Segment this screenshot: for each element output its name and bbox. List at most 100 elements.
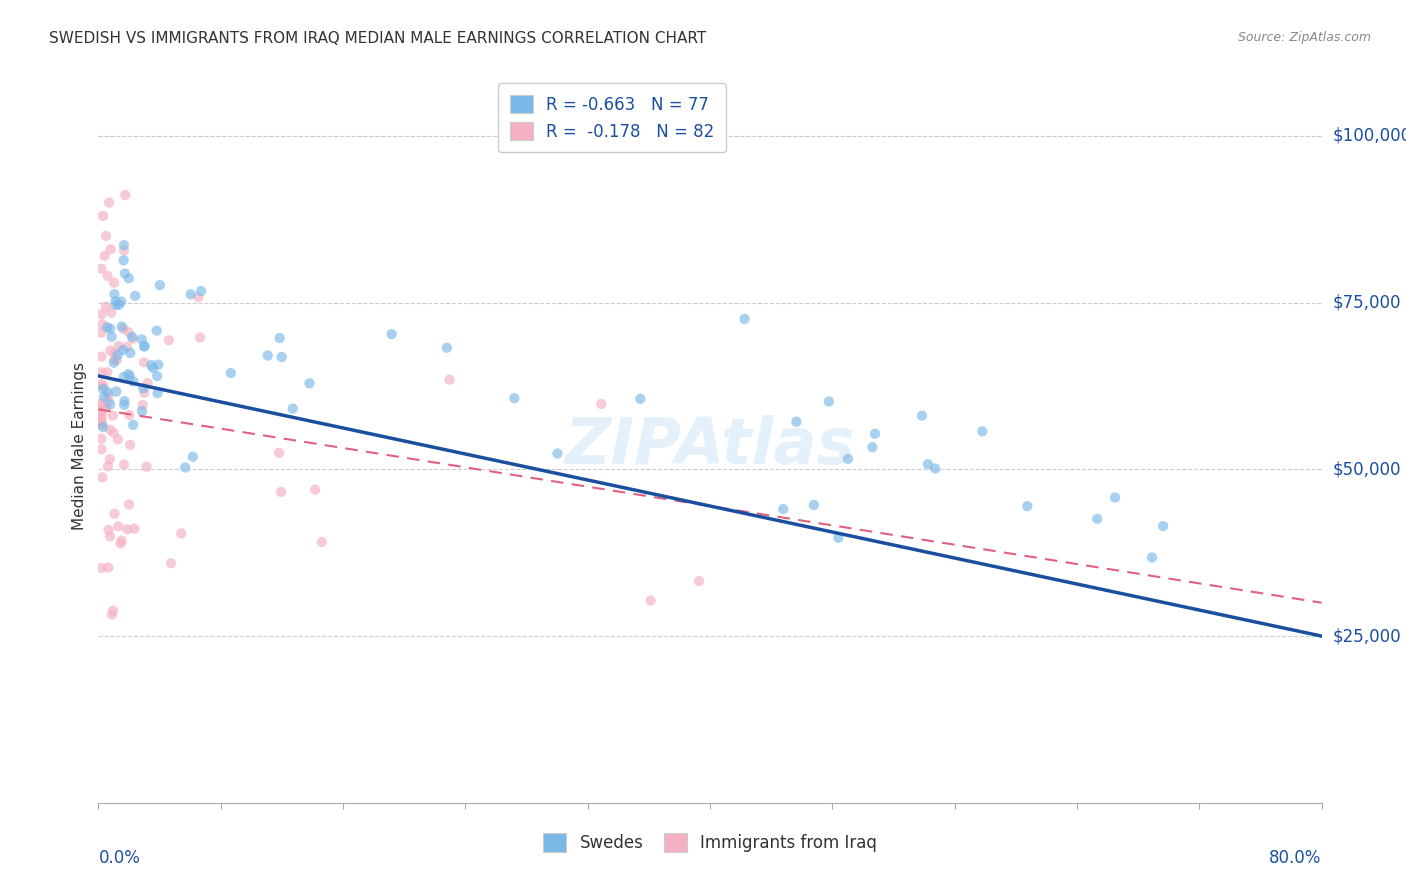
Point (98, 397, 121, 411)
Point (148, 358, 170, 372)
Point (1104, 491, 1126, 505)
Point (149, 278, 172, 293)
Point (141, 358, 163, 372)
Point (1085, 512, 1108, 526)
Point (115, 340, 138, 354)
Point (135, 459, 157, 474)
Point (174, 460, 197, 475)
Point (97, 388, 120, 402)
Point (160, 556, 183, 570)
Point (91, 209, 114, 223)
Point (863, 426, 886, 441)
Point (132, 355, 155, 369)
Point (298, 376, 321, 391)
Point (837, 451, 859, 466)
Point (91, 416, 114, 430)
Point (256, 349, 278, 363)
Point (98, 195, 121, 210)
Point (110, 536, 132, 550)
Point (146, 369, 169, 384)
Point (90, 350, 112, 364)
Point (97, 459, 120, 474)
Point (94, 228, 117, 243)
Point (132, 381, 155, 395)
Point (118, 271, 141, 285)
Point (103, 276, 125, 290)
Point (269, 331, 291, 345)
Point (122, 417, 145, 432)
Point (93, 249, 115, 263)
Text: 80.0%: 80.0% (1270, 849, 1322, 867)
Point (97, 394, 120, 409)
Point (136, 376, 159, 390)
Point (803, 498, 825, 512)
Point (190, 284, 212, 298)
Point (436, 341, 458, 355)
Point (281, 401, 304, 416)
Point (90, 377, 112, 392)
Point (110, 294, 132, 309)
Point (118, 438, 141, 452)
Point (924, 461, 946, 475)
Text: $100,000: $100,000 (1333, 127, 1406, 145)
Point (103, 346, 125, 360)
Point (90, 399, 112, 413)
Point (121, 330, 143, 344)
Point (111, 319, 134, 334)
Point (114, 267, 136, 281)
Text: Source: ZipAtlas.com: Source: ZipAtlas.com (1237, 31, 1371, 45)
Point (117, 367, 139, 381)
Text: 0.0%: 0.0% (98, 849, 141, 867)
Point (134, 339, 156, 353)
Point (827, 531, 849, 545)
Point (134, 385, 156, 400)
Point (118, 369, 141, 384)
Point (121, 332, 143, 346)
Point (98, 423, 121, 437)
Point (546, 446, 568, 460)
Point (860, 440, 883, 454)
Point (120, 346, 142, 360)
Text: ZIPAtlas: ZIPAtlas (565, 415, 855, 477)
Point (122, 375, 145, 389)
Point (118, 408, 141, 422)
Point (90, 396, 112, 410)
Point (118, 498, 141, 512)
Point (90, 442, 112, 457)
Point (131, 404, 153, 418)
Point (628, 392, 651, 406)
Text: $75,000: $75,000 (1333, 293, 1402, 311)
Point (911, 409, 934, 423)
Text: SWEDISH VS IMMIGRANTS FROM IRAQ MEDIAN MALE EARNINGS CORRELATION CHART: SWEDISH VS IMMIGRANTS FROM IRAQ MEDIAN M… (49, 31, 706, 46)
Point (101, 607, 124, 622)
Point (734, 312, 756, 326)
Point (157, 334, 180, 348)
Point (96, 365, 118, 379)
Text: $25,000: $25,000 (1333, 627, 1402, 645)
Point (304, 483, 326, 497)
Point (90, 365, 112, 379)
Point (270, 484, 292, 499)
Point (104, 298, 127, 312)
Point (98, 529, 121, 543)
Point (134, 339, 156, 353)
Point (772, 502, 794, 516)
Point (381, 327, 404, 342)
Point (112, 244, 135, 258)
Point (111, 343, 134, 357)
Point (100, 343, 122, 358)
Point (100, 242, 122, 256)
Point (90, 432, 112, 446)
Point (93, 379, 115, 393)
Point (97, 268, 120, 283)
Point (98, 322, 121, 336)
Point (98, 452, 121, 467)
Point (688, 574, 710, 588)
Point (818, 394, 841, 409)
Point (101, 409, 124, 423)
Point (124, 289, 146, 303)
Point (103, 356, 125, 370)
Point (91, 420, 114, 434)
Point (100, 330, 122, 344)
Point (114, 394, 136, 409)
